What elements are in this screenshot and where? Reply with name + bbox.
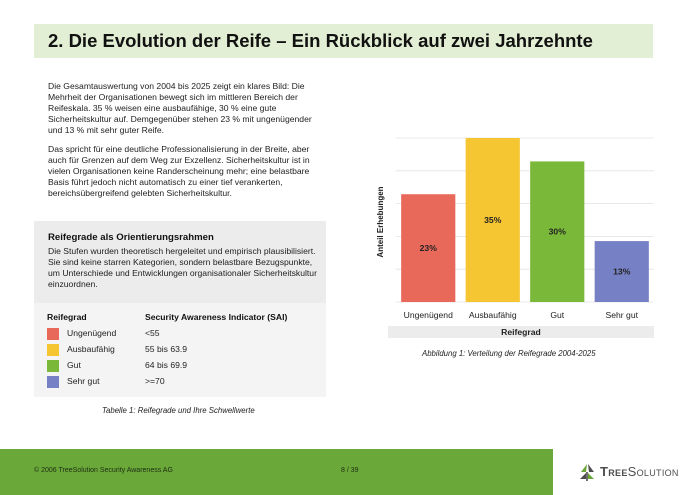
reifegrad-bar-chart: 23% Ungenügend 35% Ausbaufähig 30% Gut 13% Sehr…	[376, 137, 654, 338]
page-number: 8 / 39	[341, 467, 359, 474]
bar-3	[594, 241, 649, 302]
logo-name-regular: Solution	[627, 464, 679, 479]
bar-0	[401, 194, 456, 302]
row-label: Ungenügend	[67, 328, 117, 338]
logo-name-bold: Tree	[600, 464, 628, 479]
x-axis-title-band	[388, 326, 654, 338]
tree-logo-icon	[580, 464, 594, 481]
color-swatch	[47, 344, 59, 356]
row-label: Gut	[67, 360, 81, 370]
footer-copyright: © 2006 TreeSolution Security Awareness A…	[34, 467, 173, 474]
reifegrad-table: Reifegrad Security Awareness Indicator (…	[34, 303, 326, 397]
chart-caption: Abbildung 1: Verteilung der Reifegrade 2…	[422, 349, 596, 358]
chart-labels: 23% Ungenügend 35% Ausbaufähig 30% Gut 13% Sehr…	[404, 215, 639, 320]
bar-value-label: 23%	[420, 243, 438, 253]
category-label: Gut	[550, 310, 564, 320]
bar-value-label: 35%	[484, 215, 502, 225]
bar-value-label: 30%	[549, 227, 567, 237]
table-row: Ausbaufähig 55 bis 63.9	[34, 342, 326, 358]
table-header-reifegrad: Reifegrad	[47, 312, 87, 322]
body-paragraph-2: Das spricht für eine deutliche Professio…	[48, 144, 310, 199]
body-paragraph-1: Die Gesamtauswertung von 2004 bis 2025 z…	[48, 81, 312, 136]
reifegrade-info-box: Reifegrade als Orientierungsrahmen Die S…	[34, 221, 326, 303]
category-label: Ausbaufähig	[469, 310, 517, 320]
bar-1	[465, 138, 520, 302]
company-logo: TreeSolution	[578, 461, 678, 483]
table-row: Ungenügend <55	[34, 326, 326, 342]
info-box-heading: Reifegrade als Orientierungsrahmen	[48, 232, 214, 243]
x-axis-title: Reifegrad	[501, 327, 541, 337]
row-value: <55	[145, 328, 160, 338]
table-caption: Tabelle 1: Reifegrade und Ihre Schwellwe…	[102, 406, 255, 415]
color-swatch	[47, 376, 59, 388]
y-axis-title: Anteil Erhebungen	[376, 186, 385, 257]
row-label: Sehr gut	[67, 376, 100, 386]
row-value: >=70	[145, 376, 165, 386]
logo-wordmark: TreeSolution	[600, 464, 679, 479]
table-row: Sehr gut >=70	[34, 374, 326, 390]
info-box-text: Die Stufen wurden theoretisch hergeleite…	[48, 246, 317, 290]
chart-bars	[401, 138, 649, 302]
title-bar: 2. Die Evolution der Reife – Ein Rückbli…	[34, 24, 653, 58]
color-swatch	[47, 328, 59, 340]
footer: © 2006 TreeSolution Security Awareness A…	[0, 449, 553, 495]
table-header-sai: Security Awareness Indicator (SAI)	[145, 312, 288, 322]
row-value: 64 bis 69.9	[145, 360, 188, 370]
color-swatch	[47, 360, 59, 372]
row-label: Ausbaufähig	[67, 344, 115, 354]
bar-value-label: 13%	[613, 267, 631, 277]
bar-2	[530, 161, 585, 302]
row-value: 55 bis 63.9	[145, 344, 188, 354]
page-title: 2. Die Evolution der Reife – Ein Rückbli…	[48, 30, 593, 51]
table-row: Gut 64 bis 69.9	[34, 358, 326, 374]
category-label: Sehr gut	[606, 310, 639, 320]
category-label: Ungenügend	[404, 310, 453, 320]
